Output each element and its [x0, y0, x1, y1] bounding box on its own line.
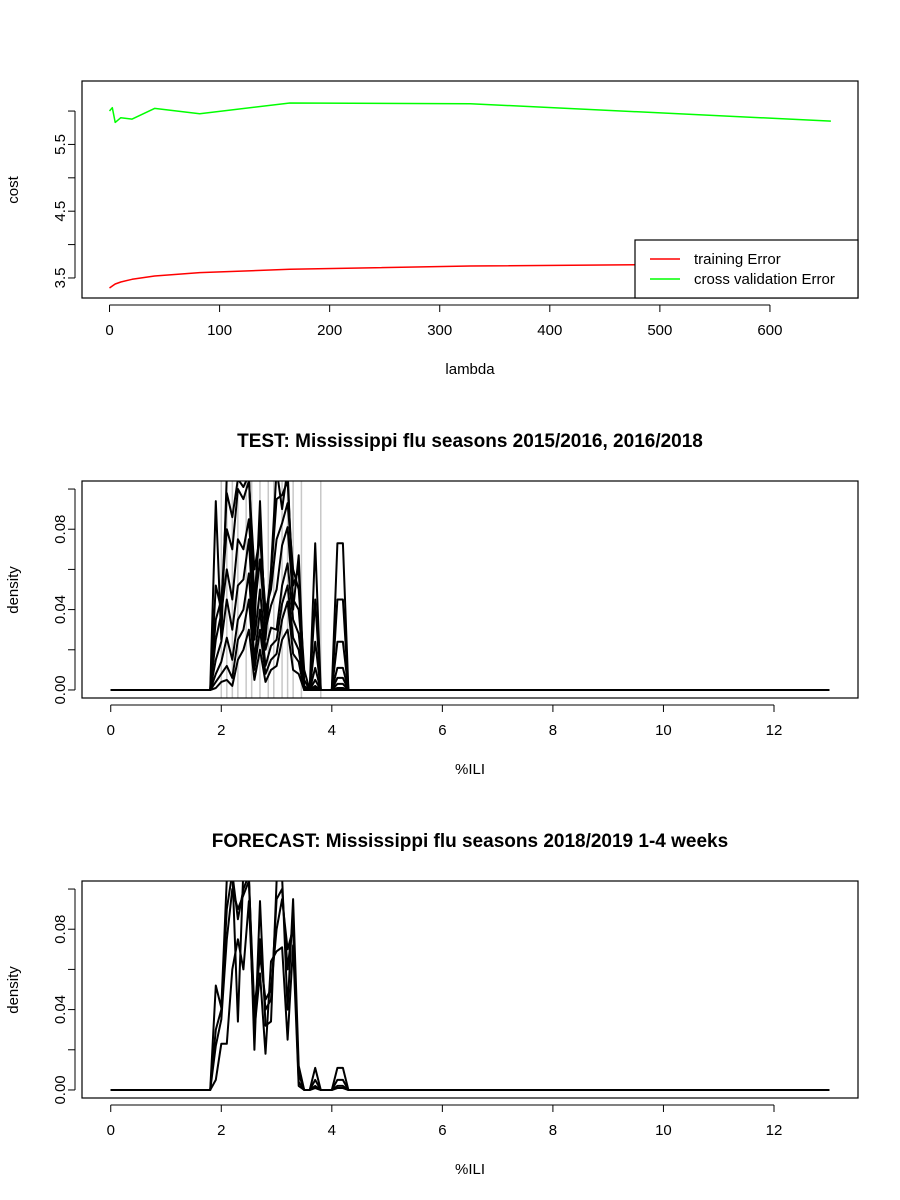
density-curve-5: [110, 538, 830, 691]
y-axis: 0.00 0.04 0.08: [52, 888, 76, 1105]
series-line-training-error: [109, 262, 831, 289]
x-tick-label: 8: [549, 722, 557, 739]
x-tick-label: 6: [438, 722, 446, 739]
y-axis-label: cost: [5, 175, 22, 203]
x-tick-label: 8: [549, 1122, 557, 1139]
y-tick-label: 0.04: [52, 595, 69, 624]
x-tick-label: 400: [537, 322, 562, 339]
legend-label-training: training Error: [694, 251, 781, 268]
density-curve-1: [110, 881, 830, 1091]
x-tick-label: 10: [655, 722, 672, 739]
series-layer: [110, 881, 830, 1091]
y-tick-label: 0.00: [52, 675, 69, 704]
x-tick-label: 0: [105, 322, 113, 339]
x-axis-label: %ILI: [455, 761, 485, 778]
x-tick-label: 12: [766, 1122, 783, 1139]
density-curve-4: [110, 518, 830, 691]
x-axis-label: %ILI: [455, 1161, 485, 1178]
x-tick-label: 12: [766, 722, 783, 739]
plot-frame: [81, 80, 859, 299]
y-tick-label: 0.08: [52, 515, 69, 544]
x-axis: 0 2 4 6 8 10 12: [107, 1104, 783, 1139]
y-axis: 3.5 4.5 5.5: [52, 110, 76, 289]
density-curve-2: [110, 881, 830, 1091]
legend-box: [634, 239, 859, 299]
legend-label-cv: cross validation Error: [694, 271, 835, 288]
x-tick-label: 2: [217, 722, 225, 739]
y-axis-label: density: [5, 566, 22, 614]
forecast-density-chart: FORECAST: Mississippi flu seasons 2018/2…: [5, 831, 859, 1178]
density-curve-1: [110, 481, 830, 691]
density-curve-8: [110, 628, 830, 691]
density-curve-3: [110, 481, 830, 691]
x-tick-label: 10: [655, 1122, 672, 1139]
x-tick-label: 4: [328, 1122, 336, 1139]
chart-title: TEST: Mississippi flu seasons 2015/2016,…: [237, 431, 703, 452]
x-tick-label: 2: [217, 1122, 225, 1139]
x-tick-label: 0: [107, 1122, 115, 1139]
y-tick-label: 0.00: [52, 1075, 69, 1104]
chart-title: FORECAST: Mississippi flu seasons 2018/2…: [212, 831, 728, 852]
series-layer: [108, 102, 831, 289]
density-curve-4: [110, 900, 830, 1091]
x-tick-label: 6: [438, 1122, 446, 1139]
x-tick-label: 300: [427, 322, 452, 339]
legend: training Error cross validation Error: [634, 239, 859, 299]
y-tick-label: 4.5: [52, 201, 69, 222]
y-tick-label: 0.04: [52, 995, 69, 1024]
x-axis: 0 100 200 300 400 500 600: [105, 304, 782, 339]
y-tick-label: 3.5: [52, 268, 69, 289]
series-line-cross-validation-error: [108, 102, 831, 124]
y-axis-label: density: [5, 966, 22, 1014]
plot-frame: [81, 880, 859, 1099]
x-axis: 0 2 4 6 8 10 12: [107, 704, 783, 739]
x-tick-label: 600: [757, 322, 782, 339]
x-tick-label: 100: [207, 322, 232, 339]
x-tick-label: 4: [328, 722, 336, 739]
series-layer: [110, 481, 830, 691]
density-curve-2: [110, 481, 830, 691]
x-axis-label: lambda: [445, 361, 495, 378]
x-tick-label: 200: [317, 322, 342, 339]
cost-vs-lambda-chart: 0 100 200 300 400 500 600 3.5 4.5 5.5 lambda cos…: [5, 80, 859, 378]
y-axis: 0.00 0.04 0.08: [52, 488, 76, 705]
test-density-chart: TEST: Mississippi flu seasons 2015/2016,…: [5, 431, 859, 778]
density-curve-6: [110, 572, 830, 691]
y-tick-label: 0.08: [52, 915, 69, 944]
y-tick-label: 5.5: [52, 134, 69, 155]
x-tick-label: 0: [107, 722, 115, 739]
x-tick-label: 500: [647, 322, 672, 339]
plot-frame: [81, 480, 859, 699]
